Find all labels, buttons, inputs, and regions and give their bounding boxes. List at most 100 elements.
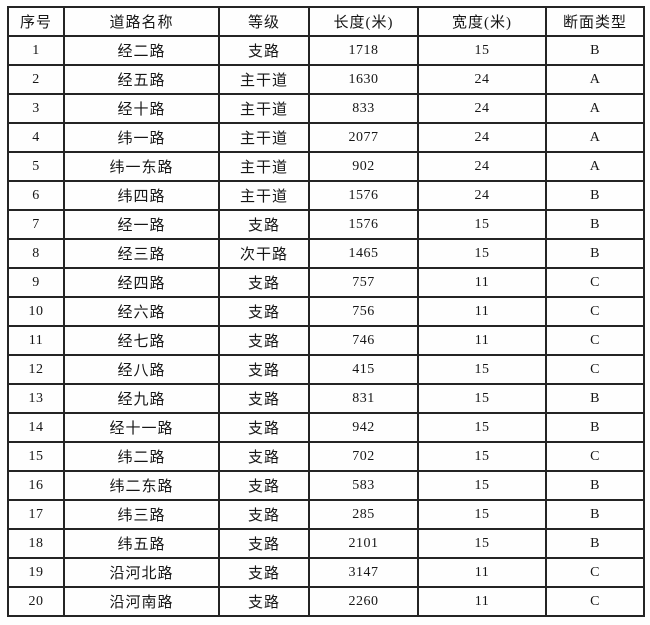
table-cell: 纬一东路: [63, 151, 220, 182]
table-cell: 15: [7, 441, 65, 472]
table-cell: 833: [308, 93, 419, 124]
table-row: 16 纬二东路 支路 583 15 B: [7, 470, 645, 501]
table-cell: 纬三路: [63, 499, 220, 530]
table-cell: 24: [417, 122, 547, 153]
table-row: 20 沿河南路 支路 2260 11 C: [7, 586, 645, 617]
table-cell: 支路: [218, 267, 310, 298]
table-cell: 15: [417, 528, 547, 559]
table-cell: 1576: [308, 209, 419, 240]
table-row: 3 经十路 主干道 833 24 A: [7, 93, 645, 124]
table-cell: 15: [417, 35, 547, 66]
table-cell: 11: [417, 325, 547, 356]
column-header: 序号: [7, 6, 65, 37]
table-cell: 9: [7, 267, 65, 298]
table-cell: B: [545, 470, 645, 501]
table-cell: 经六路: [63, 296, 220, 327]
table-cell: B: [545, 35, 645, 66]
table-cell: C: [545, 441, 645, 472]
table-cell: 纬二路: [63, 441, 220, 472]
table-cell: 18: [7, 528, 65, 559]
table-cell: 17: [7, 499, 65, 530]
table-cell: 2: [7, 64, 65, 95]
table-cell: 24: [417, 93, 547, 124]
table-cell: C: [545, 267, 645, 298]
table-cell: 1: [7, 35, 65, 66]
table-cell: B: [545, 528, 645, 559]
table-cell: 经一路: [63, 209, 220, 240]
table-row: 19 沿河北路 支路 3147 11 C: [7, 557, 645, 588]
table-cell: 12: [7, 354, 65, 385]
table-cell: B: [545, 499, 645, 530]
table-cell: 2260: [308, 586, 419, 617]
table-cell: 285: [308, 499, 419, 530]
table-row: 11 经七路 支路 746 11 C: [7, 325, 645, 356]
table-cell: 经八路: [63, 354, 220, 385]
table-cell: 10: [7, 296, 65, 327]
table-cell: 经五路: [63, 64, 220, 95]
table-cell: 支路: [218, 325, 310, 356]
table-cell: 14: [7, 412, 65, 443]
column-header: 等级: [218, 6, 310, 37]
table-cell: 支路: [218, 35, 310, 66]
table-cell: 16: [7, 470, 65, 501]
table-cell: B: [545, 180, 645, 211]
table-cell: 经十路: [63, 93, 220, 124]
table-cell: 3: [7, 93, 65, 124]
table-cell: 4: [7, 122, 65, 153]
table-cell: 3147: [308, 557, 419, 588]
header-row: 序号 道路名称 等级 长度(米) 宽度(米) 断面类型: [7, 6, 645, 37]
table-cell: 11: [417, 296, 547, 327]
table-cell: B: [545, 383, 645, 414]
table-cell: 19: [7, 557, 65, 588]
table-cell: 1630: [308, 64, 419, 95]
table-cell: 2101: [308, 528, 419, 559]
table-cell: 13: [7, 383, 65, 414]
table-cell: 主干道: [218, 93, 310, 124]
table-cell: 纬五路: [63, 528, 220, 559]
table-cell: 11: [417, 267, 547, 298]
table-cell: 主干道: [218, 151, 310, 182]
table-row: 18 纬五路 支路 2101 15 B: [7, 528, 645, 559]
table-row: 2 经五路 主干道 1630 24 A: [7, 64, 645, 95]
table-cell: 15: [417, 412, 547, 443]
table-cell: 11: [7, 325, 65, 356]
table-cell: 6: [7, 180, 65, 211]
table-cell: B: [545, 412, 645, 443]
table-cell: A: [545, 93, 645, 124]
road-inventory-table: 序号 道路名称 等级 长度(米) 宽度(米) 断面类型 1 经二路 支路 1718 15 B 2 经五路…: [7, 6, 645, 617]
table-cell: C: [545, 354, 645, 385]
table-cell: C: [545, 557, 645, 588]
table-row: 17 纬三路 支路 285 15 B: [7, 499, 645, 530]
table-cell: 主干道: [218, 122, 310, 153]
table-cell: 24: [417, 64, 547, 95]
table-row: 14 经十一路 支路 942 15 B: [7, 412, 645, 443]
table-row: 15 纬二路 支路 702 15 C: [7, 441, 645, 472]
table-cell: 纬一路: [63, 122, 220, 153]
table-cell: 支路: [218, 441, 310, 472]
table-cell: A: [545, 122, 645, 153]
table-cell: 1718: [308, 35, 419, 66]
table-cell: 24: [417, 151, 547, 182]
table-row: 10 经六路 支路 756 11 C: [7, 296, 645, 327]
table-cell: 经十一路: [63, 412, 220, 443]
table-cell: 415: [308, 354, 419, 385]
column-header: 断面类型: [545, 6, 645, 37]
table-cell: 15: [417, 209, 547, 240]
table-cell: 11: [417, 586, 547, 617]
table-cell: 主干道: [218, 64, 310, 95]
table-row: 6 纬四路 主干道 1576 24 B: [7, 180, 645, 211]
table-cell: 经四路: [63, 267, 220, 298]
table-cell: C: [545, 325, 645, 356]
table-cell: 沿河北路: [63, 557, 220, 588]
table-cell: 757: [308, 267, 419, 298]
table-row: 13 经九路 支路 831 15 B: [7, 383, 645, 414]
table-row: 8 经三路 次干路 1465 15 B: [7, 238, 645, 269]
table-cell: C: [545, 296, 645, 327]
table-cell: 2077: [308, 122, 419, 153]
table-cell: 902: [308, 151, 419, 182]
table-cell: 主干道: [218, 180, 310, 211]
column-header: 长度(米): [308, 6, 419, 37]
table-cell: 支路: [218, 412, 310, 443]
table-cell: 经二路: [63, 35, 220, 66]
